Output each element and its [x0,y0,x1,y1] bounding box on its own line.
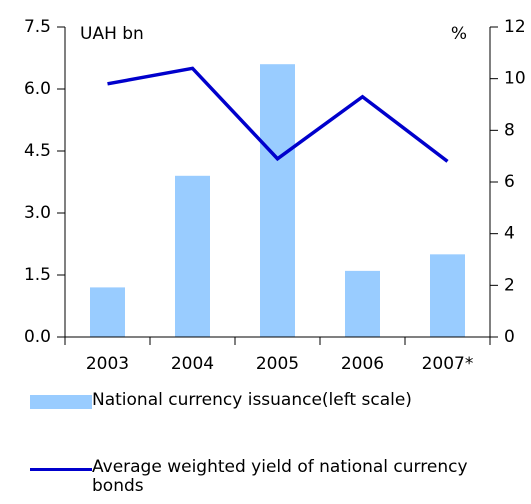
y-tick-label: 6.0 [24,79,51,99]
bar [175,175,210,337]
bar [90,287,125,337]
legend-item: National currency issuance(left scale) [30,391,472,410]
legend-swatch [30,468,92,471]
y2-tick-label: 8 [504,120,515,140]
y-tick-label: 1.5 [24,265,51,285]
legend-label: Average weighted yield of national curre… [92,457,468,496]
y-tick-label: 0.0 [24,327,51,347]
bar [430,254,465,337]
x-tick-label: 2007* [422,354,474,374]
x-tick-label: 2005 [256,354,299,374]
right-unit: % [451,24,467,44]
legend-item: Average weighted yield of national curre… [30,458,472,496]
y2-tick-label: 2 [504,275,515,295]
y2-tick-label: 12 [504,17,526,37]
bar [345,270,380,337]
x-tick-label: 2006 [341,354,384,374]
bar [260,64,295,337]
y2-tick-label: 0 [504,327,515,347]
y-tick-label: 4.5 [24,141,51,161]
legend-swatch [30,395,92,409]
legend-label: National currency issuance(left scale) [92,390,412,410]
left-unit: UAH bn [80,24,144,44]
line-series [107,66,449,163]
y-tick-label: 7.5 [24,17,51,37]
y2-tick-label: 10 [504,69,526,89]
chart: UAH bn % 0.0 1.5 3.0 4.5 6.0 7.5 0 2 4 6 8 10 12 2003… [24,17,526,374]
y2-tick-label: 4 [504,224,515,244]
y2-tick-label: 6 [504,172,515,192]
y-tick-label: 3.0 [24,203,51,223]
x-tick-label: 2003 [86,354,129,374]
x-tick-label: 2004 [171,354,214,374]
